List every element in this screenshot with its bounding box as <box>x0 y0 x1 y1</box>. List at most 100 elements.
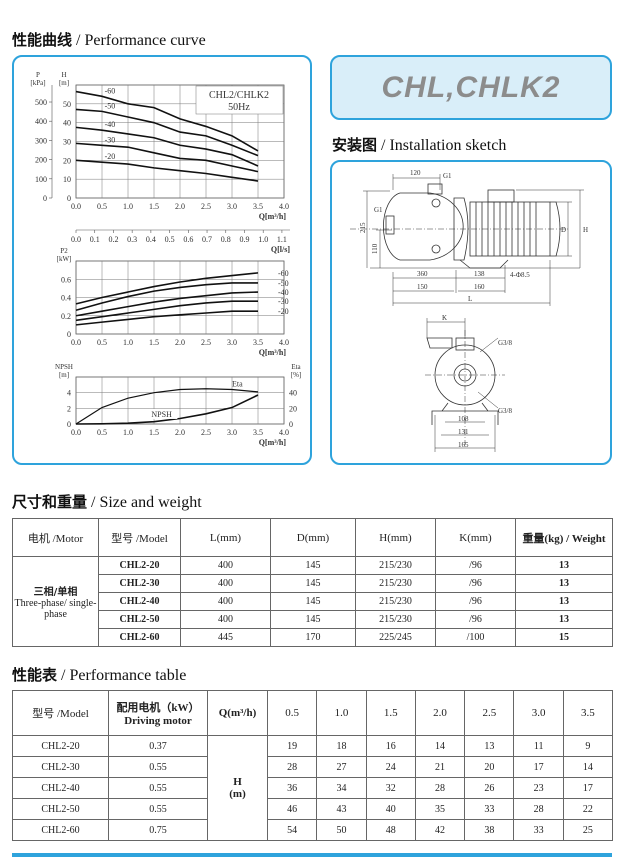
model-cell: CHL2-50 <box>12 798 109 820</box>
cell: 215/230 <box>355 610 436 629</box>
cell: 13 <box>515 556 613 575</box>
y-tick-label: 0.6 <box>61 275 71 284</box>
head-value: 16 <box>365 735 416 757</box>
performance-charts: 0.0 0.5 1.0 1.5 2.0 2.5 3.0 3.5 4.001020304050Q[… <box>30 71 301 447</box>
x-tick-label: 4.0 <box>279 202 289 211</box>
head-value: 14 <box>562 756 614 778</box>
kpa-tick-label: 200 <box>35 156 47 165</box>
col-motor-en: Driving motor <box>124 715 192 727</box>
x-tick-label: 2.0 <box>175 428 185 437</box>
ls-tick-label: 0.5 <box>165 235 175 244</box>
head-value: 42 <box>414 819 466 841</box>
installation-drawing: 120 G1 G1 215 110 360 138 4-Φ8.5 150 160… <box>350 169 588 452</box>
col-motor-cn: 配用电机（kW） <box>116 702 200 714</box>
motor-en: Three-phase/ single-phase <box>14 598 97 620</box>
col-motor: 电机 /Motor <box>12 518 99 557</box>
head-value: 33 <box>513 819 564 841</box>
head-value: 33 <box>464 798 515 820</box>
cell: 145 <box>270 574 356 593</box>
cell: 170 <box>270 628 356 647</box>
series-line-stage-50 <box>75 282 258 312</box>
table-row: CHL2-20 0.37 H (m) 19 18 16 14 13 11 9 <box>12 735 614 841</box>
pump-side-view <box>350 183 580 269</box>
label-bg <box>149 408 178 419</box>
x-tick-label: 1.5 <box>149 428 159 437</box>
ls-tick-label: 0.9 <box>239 235 249 244</box>
motor-kw-cell: 0.55 <box>108 798 208 820</box>
series-label: NPSH <box>151 410 172 419</box>
cell: CHL2-50 <box>98 610 181 629</box>
head-value: 36 <box>266 777 318 799</box>
head-value: 18 <box>316 735 367 757</box>
ls-tick-label: 0.4 <box>146 235 156 244</box>
chart-subtitle: 50Hz <box>228 102 250 113</box>
x-tick-label: 2.5 <box>201 202 211 211</box>
series-label: -30 <box>105 135 116 144</box>
series-line-npsh <box>75 394 259 425</box>
x-tick-label: 0.0 <box>71 428 81 437</box>
head-value: 28 <box>266 756 318 778</box>
head-value: 43 <box>316 798 367 820</box>
eta-tick-label: 20 <box>289 404 297 413</box>
dim-150: 150 <box>417 283 428 291</box>
series-label: -30 <box>278 297 289 306</box>
x-tick-label: 4.0 <box>279 338 289 347</box>
kpa-tick-label: 0 <box>43 194 47 203</box>
col-d: D(mm) <box>270 518 356 557</box>
y-tick-label: 30 <box>63 138 71 147</box>
series-label: -20 <box>278 307 289 316</box>
ls-tick-label: 1.1 <box>277 235 287 244</box>
kpa-axis-label: P <box>36 71 40 79</box>
series-line-stage-60 <box>75 272 259 305</box>
y-axis-unit: [m] <box>59 371 69 379</box>
cell: 13 <box>515 574 613 593</box>
head-value: 35 <box>414 798 466 820</box>
table-header-row: 型号 /Model 配用电机（kW） Driving motor Q(m³/h) … <box>12 690 614 736</box>
title-cn: 性能表 <box>12 666 58 684</box>
title-cn: 安装图 <box>332 136 378 154</box>
dim-165: 165 <box>458 441 469 449</box>
head-value: 46 <box>266 798 318 820</box>
motor-cn: 三相/单相 <box>33 587 78 598</box>
model-cell: CHL2-40 <box>12 777 109 799</box>
head-value: 11 <box>513 735 564 757</box>
cell: 145 <box>270 556 356 575</box>
label-g38-top: G3/8 <box>498 339 513 347</box>
series-line-eta <box>75 388 259 425</box>
title-en: / Performance curve <box>72 32 206 49</box>
head-value: 54 <box>266 819 318 841</box>
ls-tick-label: 0.1 <box>90 235 100 244</box>
x-tick-label: 2.5 <box>201 428 211 437</box>
x-tick-label: 1.0 <box>123 428 133 437</box>
col-q-value: 2.0 <box>414 690 466 736</box>
table-row: CHL2-40 0.55 36 34 32 28 26 23 17 <box>12 777 614 799</box>
y-tick-label: 2 <box>67 404 71 413</box>
section-title-performance-table: 性能表 / Performance table <box>12 664 186 685</box>
head-value: 50 <box>316 819 367 841</box>
x-tick-label: 1.5 <box>149 338 159 347</box>
cell: 445 <box>180 628 271 647</box>
dim-131: 131 <box>458 428 469 436</box>
series-line-stage-20 <box>75 159 259 182</box>
footer-divider <box>12 853 612 857</box>
x-axis-label: Q[m³/h] <box>259 438 287 447</box>
head-value: 32 <box>365 777 416 799</box>
title-en: / Size and weight <box>87 494 202 511</box>
series-label: -60 <box>278 269 289 278</box>
eta-tick-label: 40 <box>289 389 297 398</box>
y-axis-label: H <box>61 71 66 79</box>
head-value: 22 <box>562 798 614 820</box>
col-k: K(mm) <box>435 518 516 557</box>
cell: 400 <box>180 574 271 593</box>
y-axis-label: P2 <box>60 247 68 255</box>
col-q-value: 0.5 <box>266 690 318 736</box>
cell: CHL2-30 <box>98 574 181 593</box>
x-tick-label: 1.5 <box>149 202 159 211</box>
kpa-tick-label: 400 <box>35 117 47 126</box>
series-line-stage-40 <box>75 126 259 167</box>
kpa-tick-label: 100 <box>35 175 47 184</box>
dim-360: 360 <box>417 270 428 278</box>
head-value: 17 <box>513 756 564 778</box>
x-tick-label: 3.5 <box>253 338 263 347</box>
x-tick-label: 0.5 <box>97 338 107 347</box>
